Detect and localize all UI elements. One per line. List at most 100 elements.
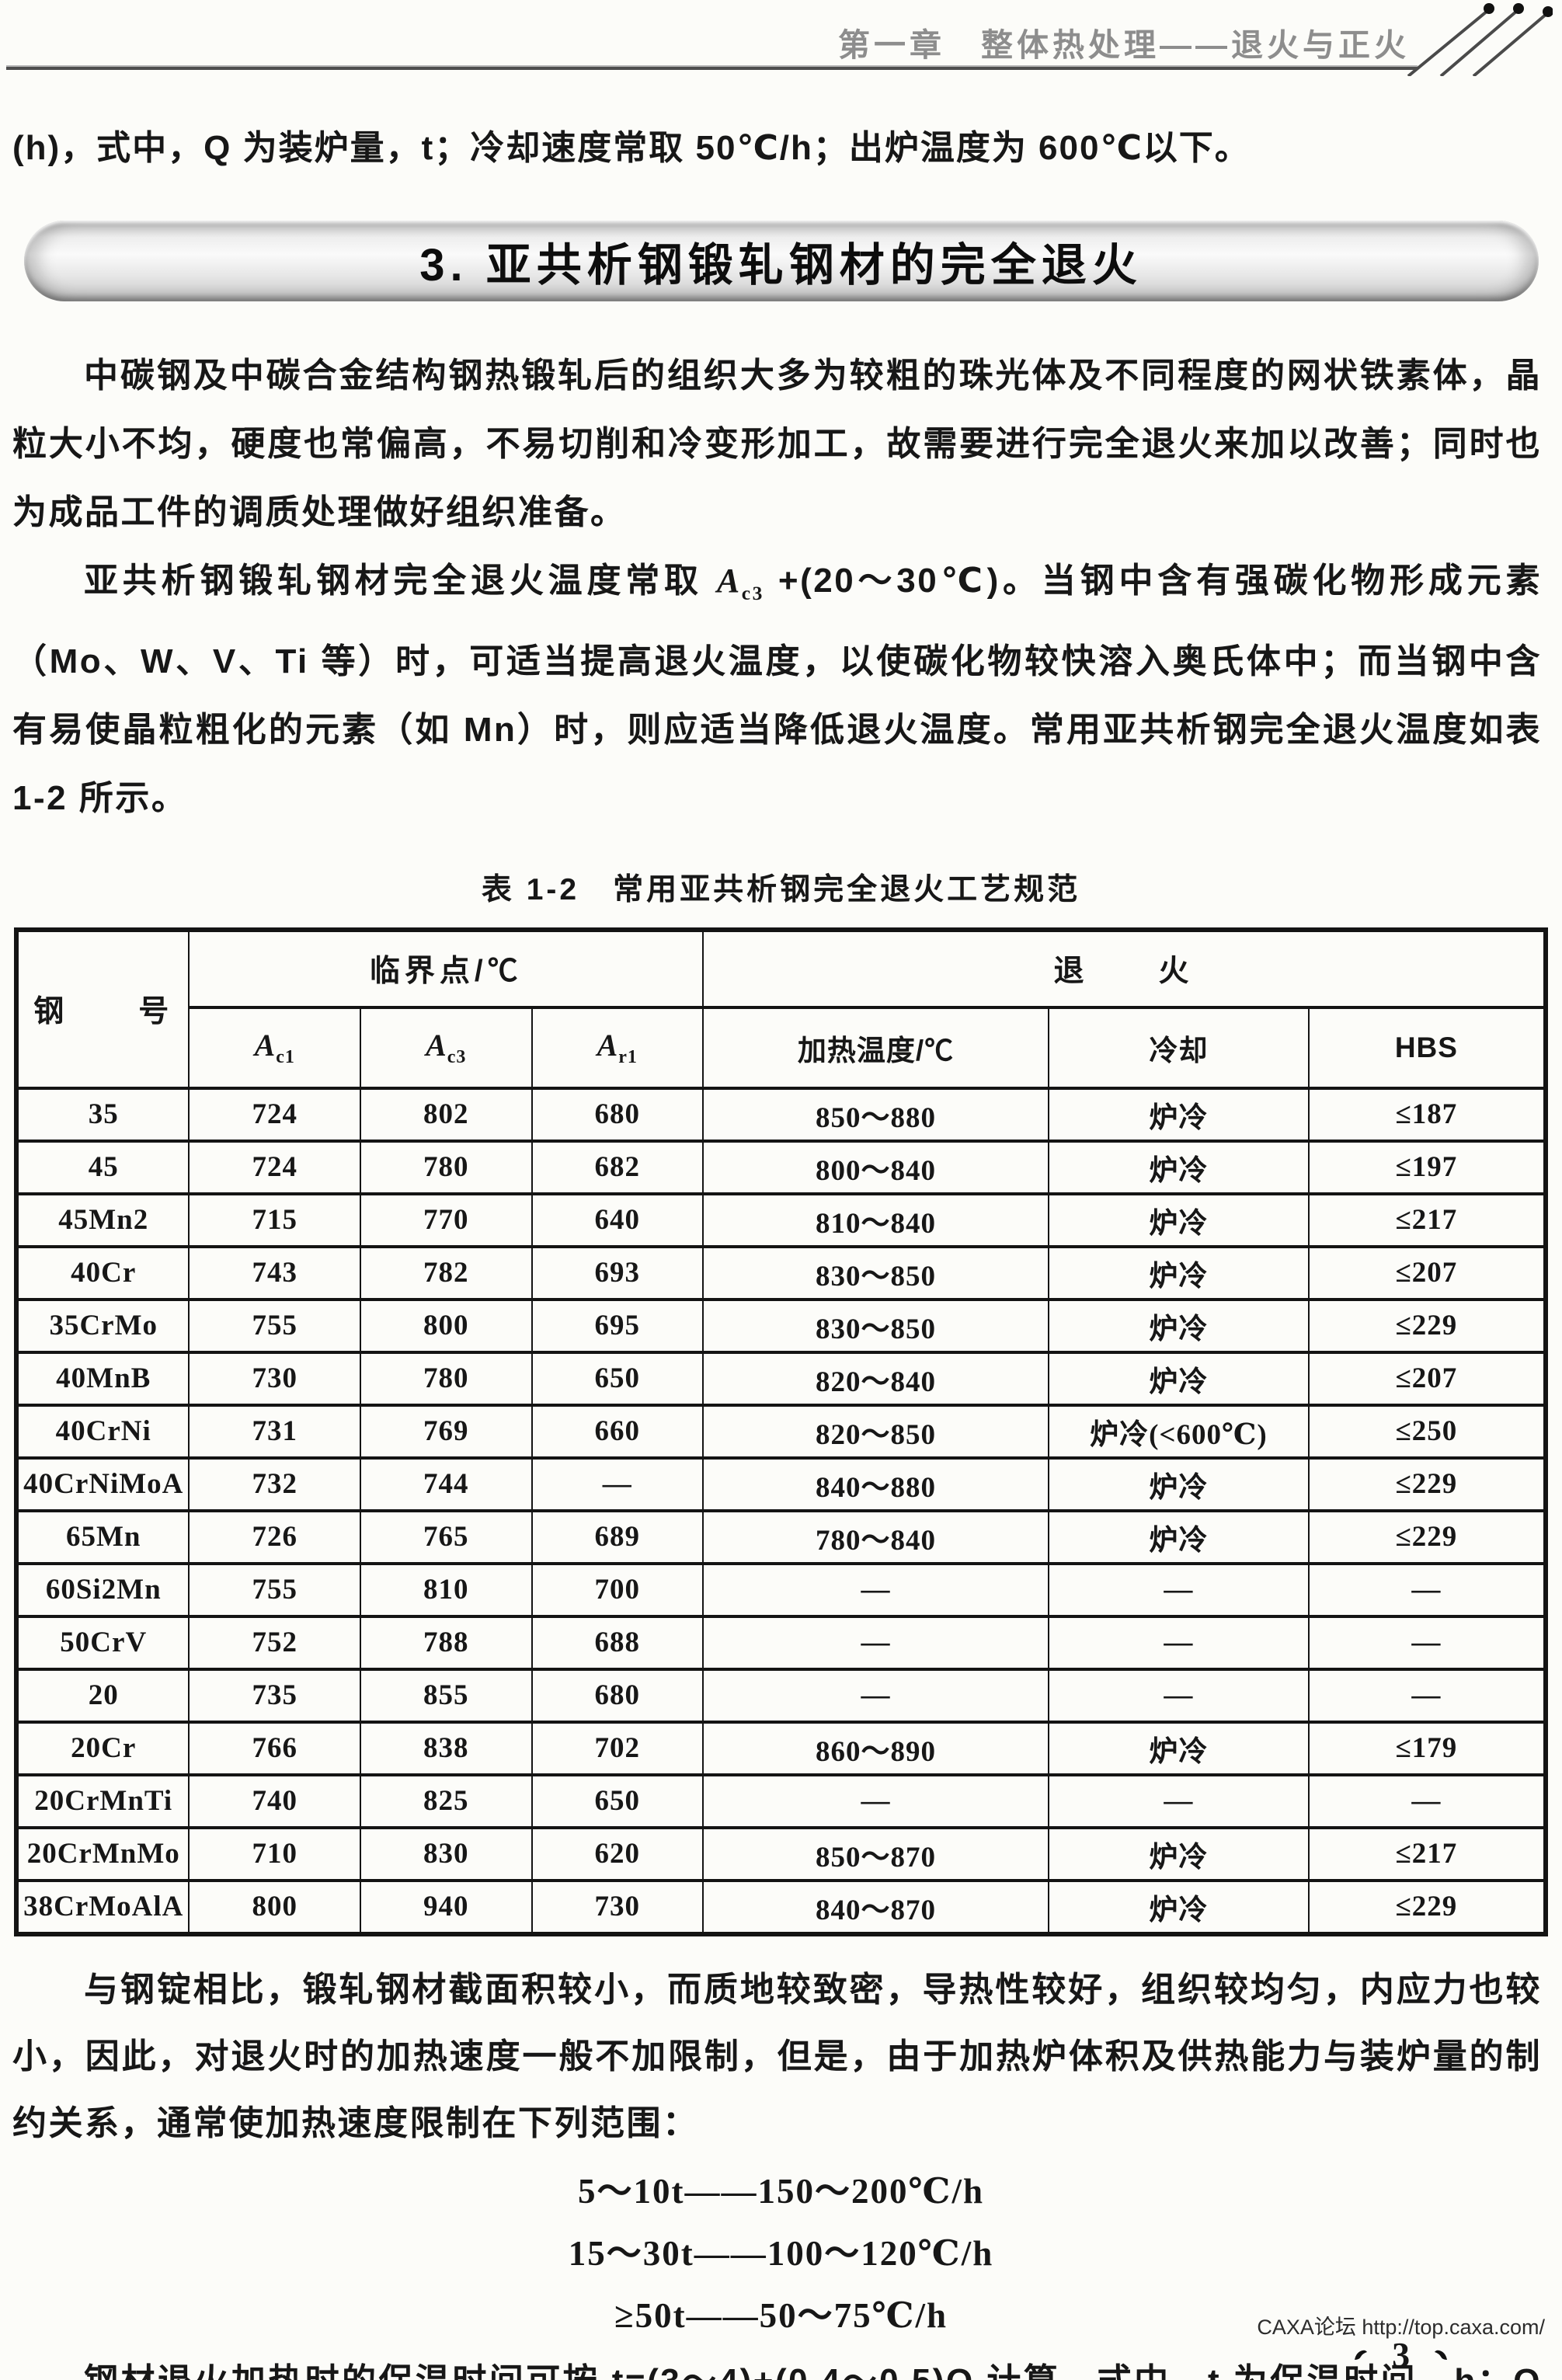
cell-ac1: 800 — [188, 1878, 361, 1936]
cell-steel-grade: 50CrV — [15, 1614, 190, 1671]
cell-cooling: 炉冷(<600℃) — [1048, 1403, 1310, 1460]
heating-rate-formulas: 5～10t——150～200℃/h 15～30t——100～120℃/h ≥50… — [0, 2160, 1562, 2347]
cell-cooling: 炉冷 — [1048, 1825, 1310, 1882]
cell-cooling: 炉冷 — [1048, 1139, 1310, 1195]
cell-cooling: 炉冷 — [1048, 1244, 1310, 1301]
table-row: 40Cr 743 782 693 830～850 炉冷 ≤207 — [15, 1244, 1547, 1301]
cell-cooling: 炉冷 — [1048, 1720, 1310, 1776]
footer-ornament-right-icon — [1435, 2350, 1448, 2360]
paragraph-2-text-a: 亚共析钢锻轧钢材完全退火温度常取 — [84, 562, 717, 600]
cell-steel-grade: 20 — [15, 1667, 190, 1724]
cell-ac1: 743 — [188, 1244, 361, 1301]
cell-heating-temp: 820～840 — [702, 1350, 1050, 1407]
cell-ac3: 830 — [360, 1825, 533, 1882]
cell-steel-grade: 60Si2Mn — [15, 1561, 190, 1618]
page-number: 3 — [1392, 2335, 1411, 2375]
table-row: 38CrMoAlA 800 940 730 840～870 炉冷 ≤229 — [15, 1878, 1547, 1936]
table-row: 40CrNi 731 769 660 820～850 炉冷(<600℃) ≤25… — [15, 1403, 1547, 1460]
cell-ar1: 700 — [531, 1561, 704, 1618]
paragraph-2-text-b: +(20～30℃)。当钢中含有强碳化物形成元素（Mo、W、V、Ti 等）时，可适… — [12, 562, 1542, 817]
annealing-spec-table: 钢 号 临界点/℃ 退 火 Ac1 Ac3 Ar1 加热温度/℃ 冷却 HBS … — [14, 927, 1548, 1936]
cell-heating-temp: — — [702, 1614, 1050, 1671]
cell-heating-temp: 800～840 — [702, 1139, 1050, 1195]
table-row: 20 735 855 680 — — — — [15, 1667, 1547, 1724]
cell-heating-temp: — — [702, 1667, 1050, 1724]
critical-point-subscript: c3 — [741, 581, 764, 604]
ar1-subscript: r1 — [618, 1047, 638, 1068]
table-row: 20CrMnMo 710 830 620 850～870 炉冷 ≤217 — [15, 1825, 1547, 1882]
cell-heating-temp: 860～890 — [702, 1720, 1050, 1776]
cell-ac1: 732 — [188, 1456, 361, 1512]
cell-cooling: — — [1048, 1614, 1310, 1671]
cell-cooling: 炉冷 — [1048, 1878, 1310, 1936]
cell-heating-temp: 820～850 — [702, 1403, 1050, 1460]
paragraph-4: 钢材退火加热时的保温时间可按 t=(3～4)+(0.4～0.5)Q 计算，式中，… — [12, 2348, 1542, 2380]
cell-ac1: 730 — [188, 1350, 361, 1407]
cell-ar1: 682 — [531, 1139, 704, 1195]
table-row: 50CrV 752 788 688 — — — — [15, 1614, 1547, 1671]
cell-ac1: 724 — [188, 1086, 361, 1143]
header-ac1: Ac1 — [188, 1005, 361, 1090]
table-row: 20CrMnTi 740 825 650 — — — — [15, 1773, 1547, 1829]
cell-steel-grade: 20CrMnMo — [15, 1825, 190, 1882]
intro-paragraph: (h)，式中，Q 为装炉量，t；冷却速度常取 50℃/h；出炉温度为 600℃以… — [12, 129, 1251, 167]
header-heating-temp: 加热温度/℃ — [702, 1005, 1050, 1090]
cell-ac3: 782 — [360, 1244, 533, 1301]
table-row: 60Si2Mn 755 810 700 — — — — [15, 1561, 1547, 1618]
table-row: 35CrMo 755 800 695 830～850 炉冷 ≤229 — [15, 1297, 1547, 1354]
cell-ac1: 731 — [188, 1403, 361, 1460]
table-row: 40MnB 730 780 650 820～840 炉冷 ≤207 — [15, 1350, 1547, 1407]
page-header: 第一章 整体热处理——退火与正火 — [0, 0, 1562, 76]
paragraph-3: 与钢锭相比，锻轧钢材截面积较小，而质地较致密，导热性较好，组织较均匀，内应力也较… — [12, 1970, 1542, 2142]
cell-heating-temp: 830～850 — [702, 1297, 1050, 1354]
cell-heating-temp: 840～880 — [702, 1456, 1050, 1512]
ac1-subscript: c1 — [276, 1047, 295, 1068]
cell-ar1: 650 — [531, 1773, 704, 1829]
formula-line-2: 15～30t——100～120℃/h — [568, 2233, 994, 2273]
cell-cooling: 炉冷 — [1048, 1086, 1310, 1143]
cell-ac1: 735 — [188, 1667, 361, 1724]
cell-ac3: 780 — [360, 1139, 533, 1195]
cell-cooling: 炉冷 — [1048, 1508, 1310, 1565]
cell-cooling: — — [1048, 1667, 1310, 1724]
cell-hbs: — — [1307, 1667, 1547, 1724]
cell-cooling: — — [1048, 1773, 1310, 1829]
footer-ornament-left-icon — [1355, 2350, 1368, 2360]
section-banner: 3. 亚共析钢锻轧钢材的完全退火 — [23, 221, 1539, 301]
cell-ar1: 689 — [531, 1508, 704, 1565]
ac3-subscript: c3 — [447, 1047, 467, 1068]
ar1-symbol: A — [597, 1028, 619, 1063]
table-row: 40CrNiMoA 732 744 — 840～880 炉冷 ≤229 — [15, 1456, 1547, 1512]
cell-hbs: ≤250 — [1307, 1403, 1547, 1460]
header-critical-points: 临界点/℃ — [188, 927, 704, 1009]
table-row: 20Cr 766 838 702 860～890 炉冷 ≤179 — [15, 1720, 1547, 1776]
cell-hbs: ≤229 — [1307, 1508, 1547, 1565]
cell-hbs: ≤197 — [1307, 1139, 1547, 1195]
cell-ac1: 766 — [188, 1720, 361, 1776]
cell-heating-temp: 830～850 — [702, 1244, 1050, 1301]
table-row: 35 724 802 680 850～880 炉冷 ≤187 — [15, 1086, 1547, 1143]
paragraph-1: 中碳钢及中碳合金结构钢热锻轧后的组织大多为较粗的珠光体及不同程度的网状铁素体，晶… — [12, 357, 1542, 531]
cell-heating-temp: — — [702, 1561, 1050, 1618]
cell-ar1: 680 — [531, 1667, 704, 1724]
table-body: 35 724 802 680 850～880 炉冷 ≤187 45 724 78… — [15, 1086, 1547, 1936]
cell-ar1: 693 — [531, 1244, 704, 1301]
cell-ar1: 730 — [531, 1878, 704, 1936]
cell-cooling: 炉冷 — [1048, 1297, 1310, 1354]
header-ac3: Ac3 — [360, 1005, 533, 1090]
cell-hbs: ≤229 — [1307, 1297, 1547, 1354]
header-annealing: 退 火 — [702, 927, 1546, 1009]
cell-ar1: — — [531, 1456, 704, 1512]
cell-ac3: 765 — [360, 1508, 533, 1565]
cell-hbs: — — [1307, 1561, 1547, 1618]
cell-steel-grade: 45Mn2 — [15, 1192, 190, 1248]
cell-ac1: 724 — [188, 1139, 361, 1195]
cell-ac1: 752 — [188, 1614, 361, 1671]
table-row: 45Mn2 715 770 640 810～840 炉冷 ≤217 — [15, 1192, 1547, 1248]
cell-ar1: 688 — [531, 1614, 704, 1671]
header-rule — [6, 65, 1418, 70]
cell-heating-temp: 850～870 — [702, 1825, 1050, 1882]
header-hbs: HBS — [1307, 1005, 1547, 1090]
cell-heating-temp: 780～840 — [702, 1508, 1050, 1565]
cell-ac3: 780 — [360, 1350, 533, 1407]
